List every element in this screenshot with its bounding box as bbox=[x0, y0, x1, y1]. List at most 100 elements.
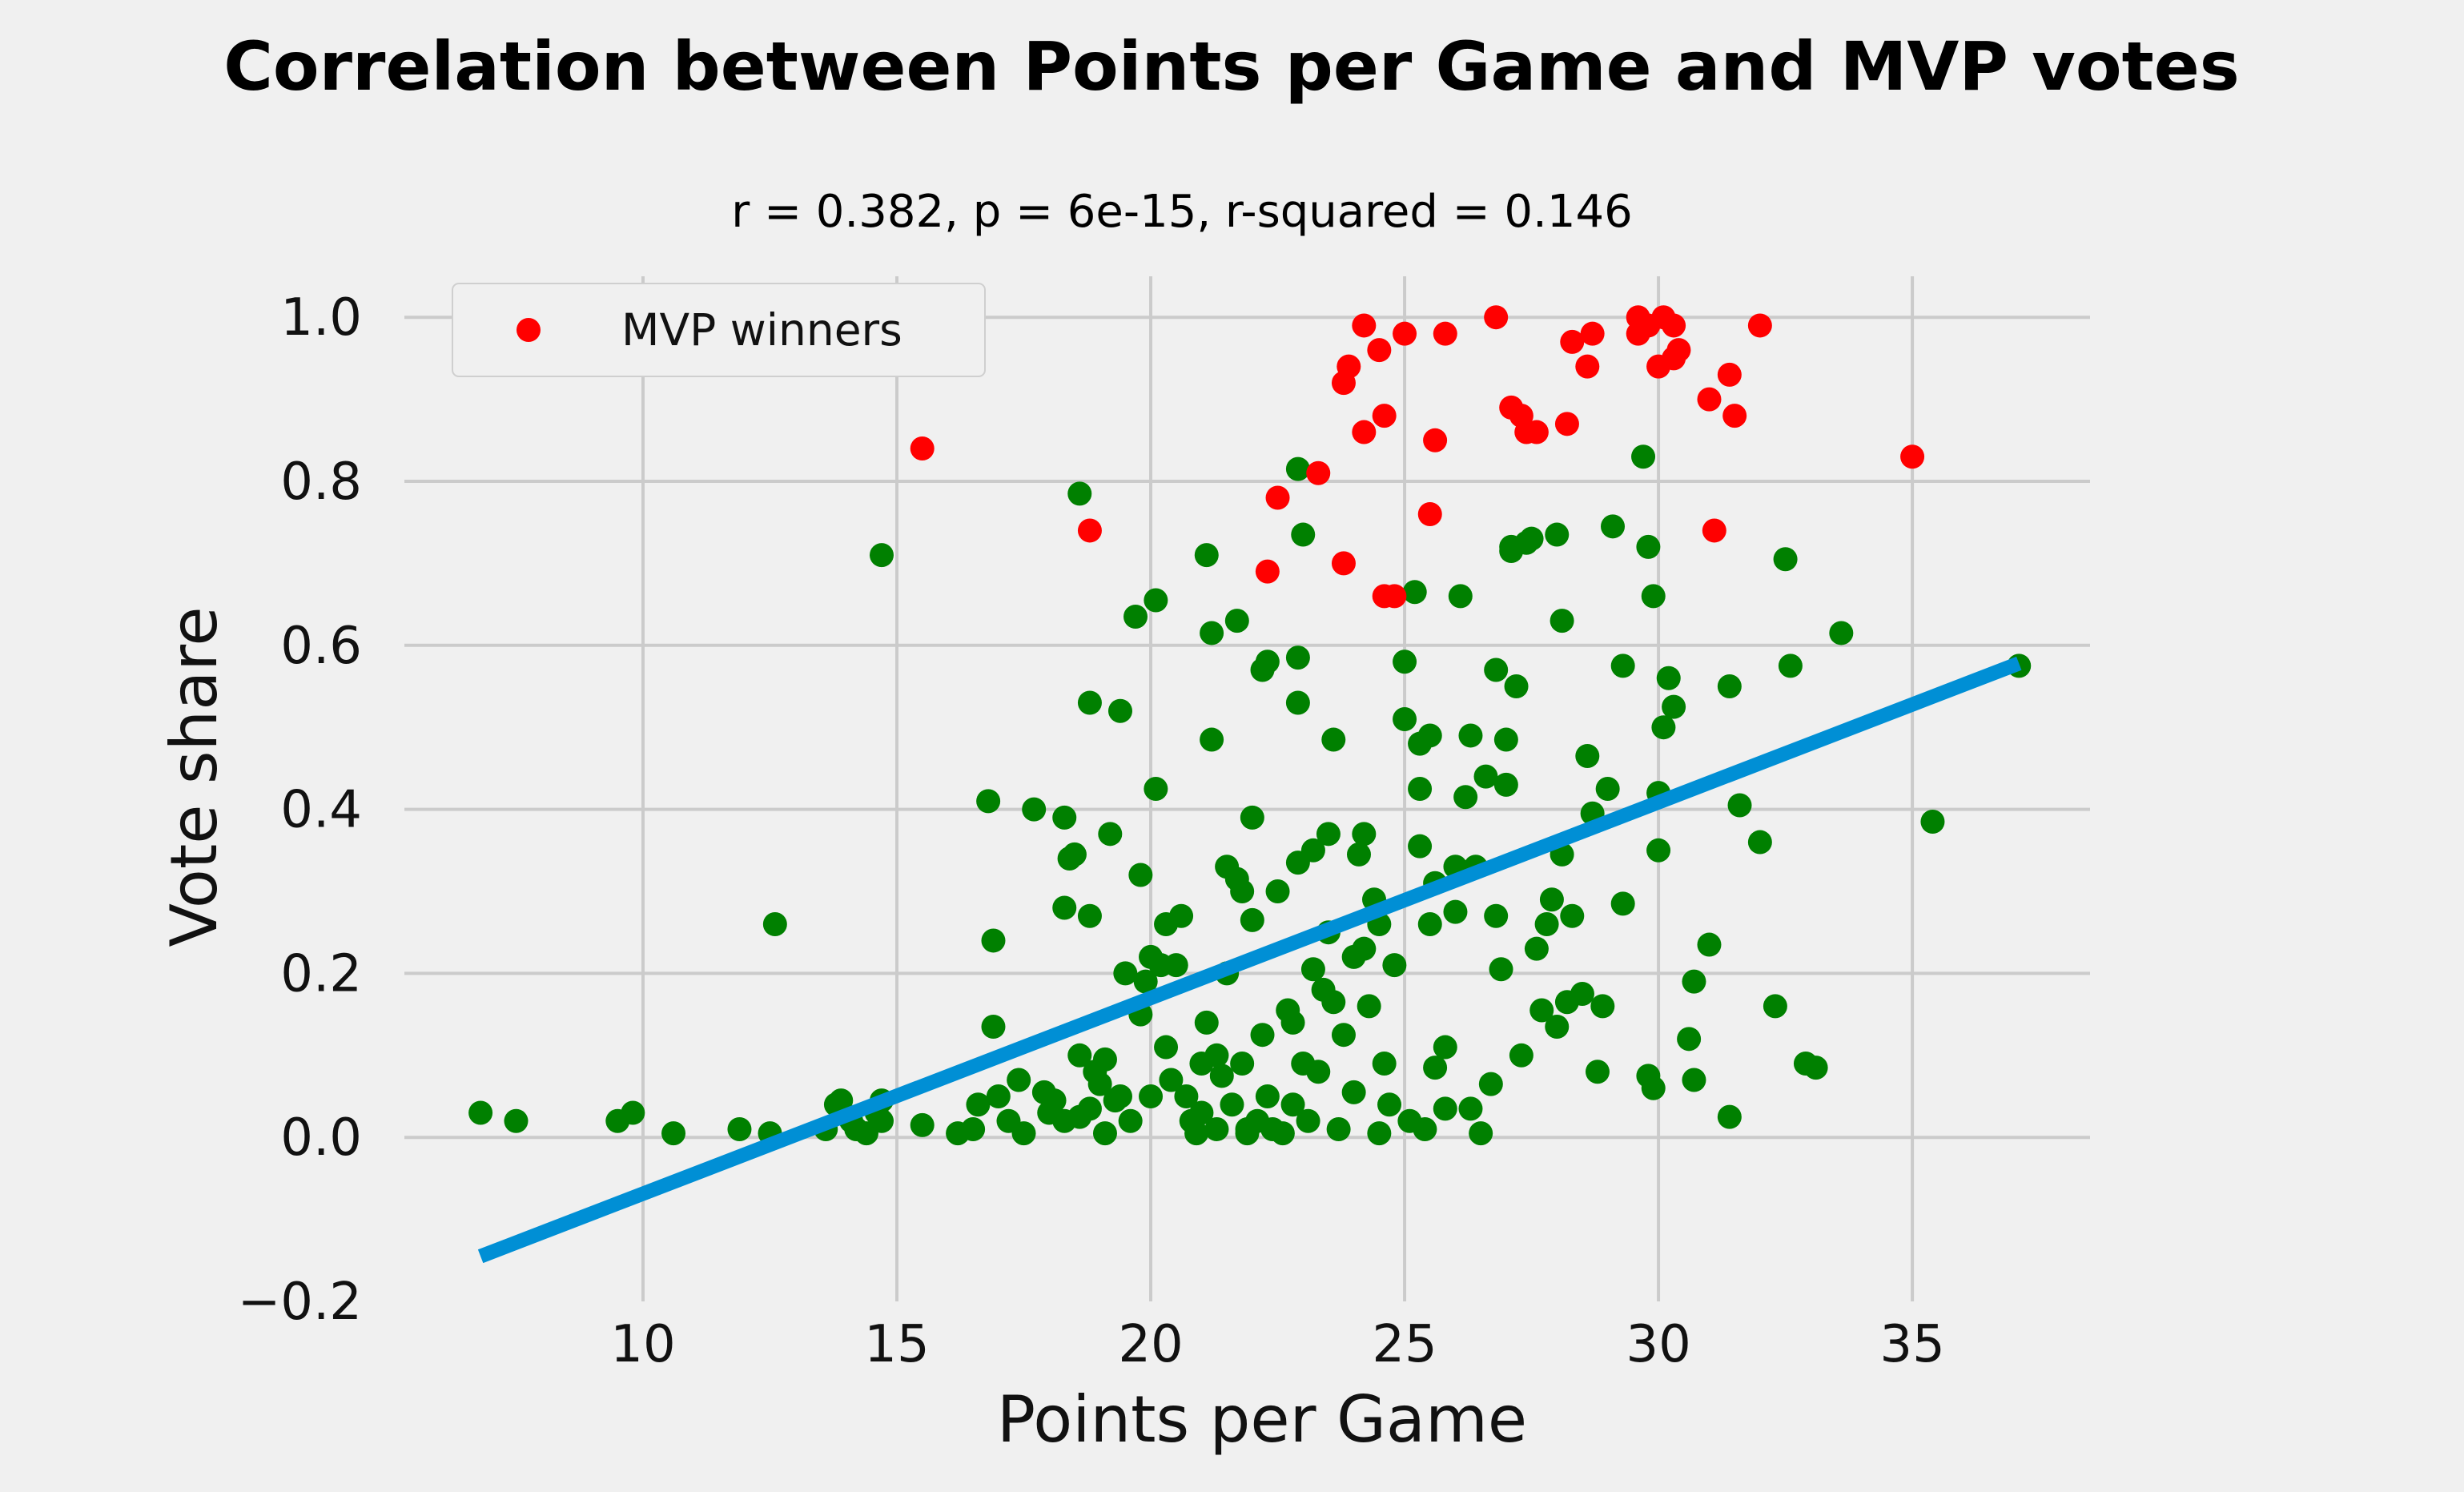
data-point-mvp-winner bbox=[1265, 485, 1290, 510]
data-point-other bbox=[1763, 994, 1787, 1019]
data-point-other bbox=[1570, 982, 1594, 1006]
data-point-other bbox=[1493, 772, 1518, 797]
data-point-other bbox=[829, 1088, 854, 1113]
data-point-other bbox=[1747, 830, 1772, 855]
data-point-other bbox=[1285, 645, 1310, 670]
data-point-other bbox=[1326, 1116, 1351, 1141]
data-point-other bbox=[1300, 957, 1325, 982]
data-point-other bbox=[1473, 764, 1498, 789]
data-point-mvp-winner bbox=[1433, 321, 1457, 346]
data-point-other bbox=[1159, 1068, 1184, 1092]
legend-marker-mvp-winners bbox=[517, 318, 541, 342]
data-point-other bbox=[1154, 1035, 1179, 1060]
data-point-other bbox=[976, 789, 1001, 814]
data-point-other bbox=[1184, 1121, 1209, 1146]
data-point-mvp-winner bbox=[1554, 412, 1579, 436]
data-point-other bbox=[1539, 887, 1564, 912]
data-point-other bbox=[621, 1100, 645, 1125]
data-point-other bbox=[1717, 1104, 1742, 1129]
data-point-other bbox=[1321, 990, 1346, 1015]
data-point-other bbox=[1174, 1084, 1199, 1108]
data-point-other bbox=[1280, 1010, 1305, 1035]
data-point-other bbox=[727, 1116, 752, 1141]
data-point-other bbox=[1443, 899, 1468, 924]
data-point-other bbox=[1493, 727, 1518, 752]
data-point-other bbox=[1393, 706, 1417, 731]
data-point-mvp-winner bbox=[1717, 362, 1742, 387]
data-point-other bbox=[1545, 522, 1570, 547]
data-point-other bbox=[1077, 690, 1102, 715]
regression-line-path bbox=[477, 656, 2022, 1264]
data-point-other bbox=[1803, 1056, 1828, 1080]
data-point-other bbox=[468, 1100, 493, 1125]
data-point-mvp-winner bbox=[1367, 338, 1392, 363]
data-point-other bbox=[1651, 715, 1676, 740]
data-point-other bbox=[1524, 936, 1549, 961]
data-point-other bbox=[1550, 609, 1574, 633]
series-mvp-winners bbox=[910, 305, 1925, 609]
data-point-other bbox=[1240, 805, 1264, 830]
data-point-mvp-winner bbox=[1382, 584, 1407, 609]
data-point-other bbox=[1357, 994, 1381, 1019]
data-point-other bbox=[986, 1084, 1011, 1108]
data-point-other bbox=[1519, 526, 1544, 551]
data-point-other bbox=[1280, 1092, 1305, 1117]
data-point-other bbox=[1453, 785, 1478, 810]
data-point-other bbox=[1417, 723, 1442, 748]
data-point-other bbox=[1255, 1084, 1280, 1108]
data-point-mvp-winner bbox=[1352, 313, 1377, 338]
y-tick-label: 0.6 bbox=[280, 617, 362, 676]
data-point-mvp-winner bbox=[1077, 518, 1102, 543]
data-point-other bbox=[1727, 793, 1752, 818]
data-point-mvp-winner bbox=[1666, 338, 1691, 363]
data-point-other bbox=[1631, 444, 1656, 469]
data-point-other bbox=[1300, 838, 1325, 863]
data-point-other bbox=[1829, 621, 1854, 645]
data-point-other bbox=[1331, 1023, 1356, 1048]
data-point-other bbox=[1128, 863, 1153, 887]
data-point-other bbox=[1484, 658, 1509, 682]
data-point-other bbox=[869, 543, 894, 568]
data-point-other bbox=[1778, 654, 1803, 678]
data-point-other bbox=[1107, 1084, 1132, 1108]
data-point-other bbox=[981, 928, 1006, 953]
data-point-other bbox=[1382, 953, 1407, 978]
data-point-other bbox=[1458, 1096, 1483, 1121]
legend-label-mvp-winners: MVP winners bbox=[621, 304, 902, 356]
data-point-other bbox=[1062, 842, 1087, 867]
data-point-other bbox=[1662, 694, 1686, 719]
data-point-mvp-winner bbox=[1575, 354, 1600, 379]
data-point-other bbox=[1646, 838, 1671, 863]
data-point-other bbox=[1285, 456, 1310, 481]
data-point-mvp-winner bbox=[1331, 551, 1356, 576]
data-point-other bbox=[1164, 953, 1188, 978]
data-point-other bbox=[1230, 879, 1255, 903]
data-point-other bbox=[1007, 1068, 1031, 1092]
data-point-other bbox=[1682, 1068, 1706, 1092]
data-point-other bbox=[1194, 1010, 1219, 1035]
data-point-other bbox=[1408, 834, 1433, 859]
data-point-other bbox=[1123, 604, 1148, 629]
legend-box bbox=[452, 283, 986, 377]
data-point-mvp-winner bbox=[1697, 387, 1722, 412]
data-point-other bbox=[1144, 588, 1168, 613]
data-point-other bbox=[1200, 727, 1224, 752]
data-point-other bbox=[1601, 514, 1626, 539]
data-point-other bbox=[1200, 621, 1224, 645]
data-point-other bbox=[1250, 1023, 1275, 1048]
data-point-other bbox=[1107, 698, 1132, 723]
data-point-other bbox=[910, 1112, 935, 1137]
data-point-other bbox=[1417, 911, 1442, 936]
data-point-mvp-winner bbox=[1337, 354, 1361, 379]
data-point-other bbox=[1316, 822, 1341, 847]
data-point-other bbox=[1352, 936, 1377, 961]
data-point-other bbox=[1484, 903, 1509, 928]
data-point-other bbox=[1011, 1121, 1036, 1146]
data-point-other bbox=[1067, 481, 1092, 506]
data-point-other bbox=[1610, 654, 1635, 678]
data-point-other bbox=[1092, 1121, 1117, 1146]
data-point-other bbox=[1656, 666, 1681, 690]
data-point-other bbox=[1067, 1043, 1092, 1068]
data-point-mvp-winner bbox=[1747, 313, 1772, 338]
